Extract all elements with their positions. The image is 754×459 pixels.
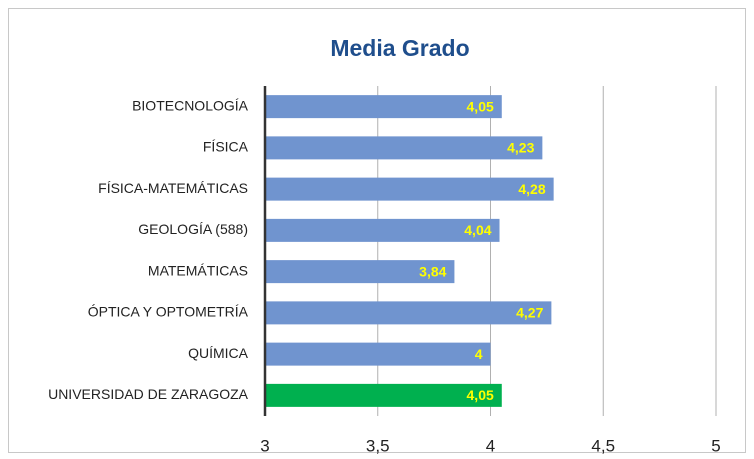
x-tick-label: 5 [711,436,720,455]
bar [265,301,552,325]
data-label: 4,05 [467,387,494,403]
bar [265,136,543,160]
y-tick-label: BIOTECNOLOGÍA [132,97,249,113]
data-label: 3,84 [419,263,446,279]
bar [265,177,554,201]
x-tick-label: 4 [486,436,495,455]
x-tick-label: 3,5 [366,436,390,455]
x-tick-label: 3 [260,436,269,455]
data-label: 4,28 [518,181,545,197]
y-tick-label: UNIVERSIDAD DE ZARAGOZA [48,386,249,402]
y-tick-label: ÓPTICA Y OPTOMETRÍA [88,304,249,320]
x-tick-label: 4,5 [591,436,615,455]
data-label: 4,27 [516,305,543,321]
y-tick-label: GEOLOGÍA (588) [138,221,248,237]
bar [265,342,491,366]
y-tick-label: FÍSICA [203,139,249,155]
y-tick-label: QUÍMICA [188,345,249,361]
bar [265,218,500,242]
chart-title: Media Grado [330,35,469,61]
data-label: 4,23 [507,140,534,156]
bar [265,260,455,284]
data-label: 4,04 [464,222,491,238]
data-label: 4 [475,346,483,362]
bar [265,383,502,407]
data-label: 4,05 [467,98,494,114]
bar [265,95,502,119]
y-tick-label: FÍSICA-MATEMÁTICAS [98,180,248,196]
y-tick-label: MATEMÁTICAS [148,262,248,278]
